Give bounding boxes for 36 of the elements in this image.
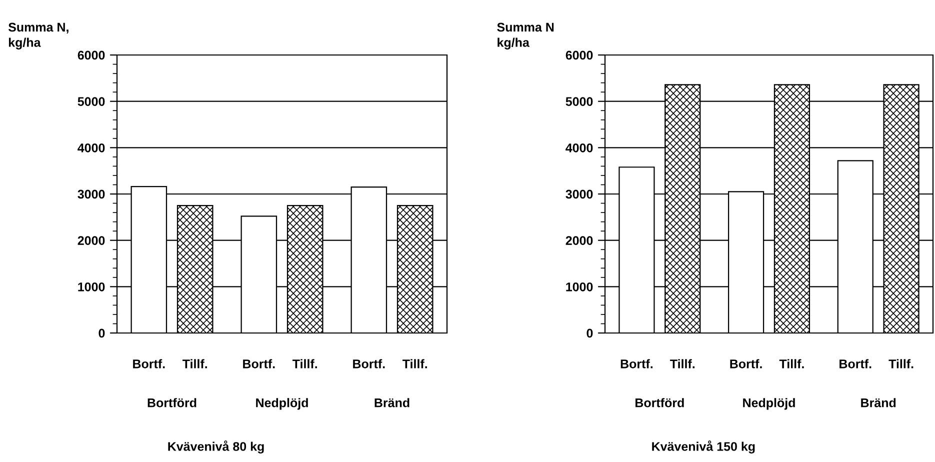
text: Bortf. <box>353 359 385 368</box>
y-tick-label: 6000 <box>78 50 105 60</box>
text: Tillf. <box>779 359 804 368</box>
text: Tillf. <box>888 359 914 368</box>
x-tick-label: Bortförd <box>148 398 196 408</box>
x-axis-title: Kvävenivå 80 kg <box>168 440 264 454</box>
text: Tillf. <box>182 359 207 368</box>
text: Bortf. <box>620 359 653 368</box>
x-tick-label: Nedplöjd <box>256 398 308 410</box>
text: Bortf. <box>840 359 872 368</box>
y-tick-label: 6000 <box>566 50 593 60</box>
x-tick-label: Bränd <box>374 398 410 408</box>
y-tick-label: 0 <box>586 328 593 338</box>
y-axis-title: Summa N kg/ha <box>497 22 554 50</box>
y-tick-label: 2000 <box>78 236 105 245</box>
text: Bortf. <box>730 359 762 368</box>
y-tick-label: 0 <box>98 328 105 338</box>
text: Tillf. <box>292 359 317 368</box>
y-tick-label: 3000 <box>566 190 593 199</box>
y-tick-label: 4000 <box>566 143 593 152</box>
y-tick-label: 1000 <box>78 282 105 292</box>
x-tick-label: Nedplöjd <box>743 398 795 410</box>
y-tick-label: 5000 <box>78 97 105 106</box>
y-tick-label: 3000 <box>78 190 105 199</box>
text: Tillf. <box>402 359 427 368</box>
y-tick-label: 5000 <box>566 97 593 106</box>
y-tick-label: 1000 <box>566 282 593 292</box>
x-tick-label: Bortförd <box>636 398 684 408</box>
text: Bortf. <box>243 359 275 368</box>
text: Tillf. <box>670 359 695 368</box>
y-tick-label: 2000 <box>566 236 593 245</box>
y-tick-label: 4000 <box>78 143 105 152</box>
y-axis-title: Summa N, kg/ha <box>8 22 68 50</box>
text: Bortf. <box>133 359 165 368</box>
x-tick-label: Bränd <box>861 398 896 408</box>
x-axis-title: Kvävenivå 150 kg <box>652 440 755 454</box>
